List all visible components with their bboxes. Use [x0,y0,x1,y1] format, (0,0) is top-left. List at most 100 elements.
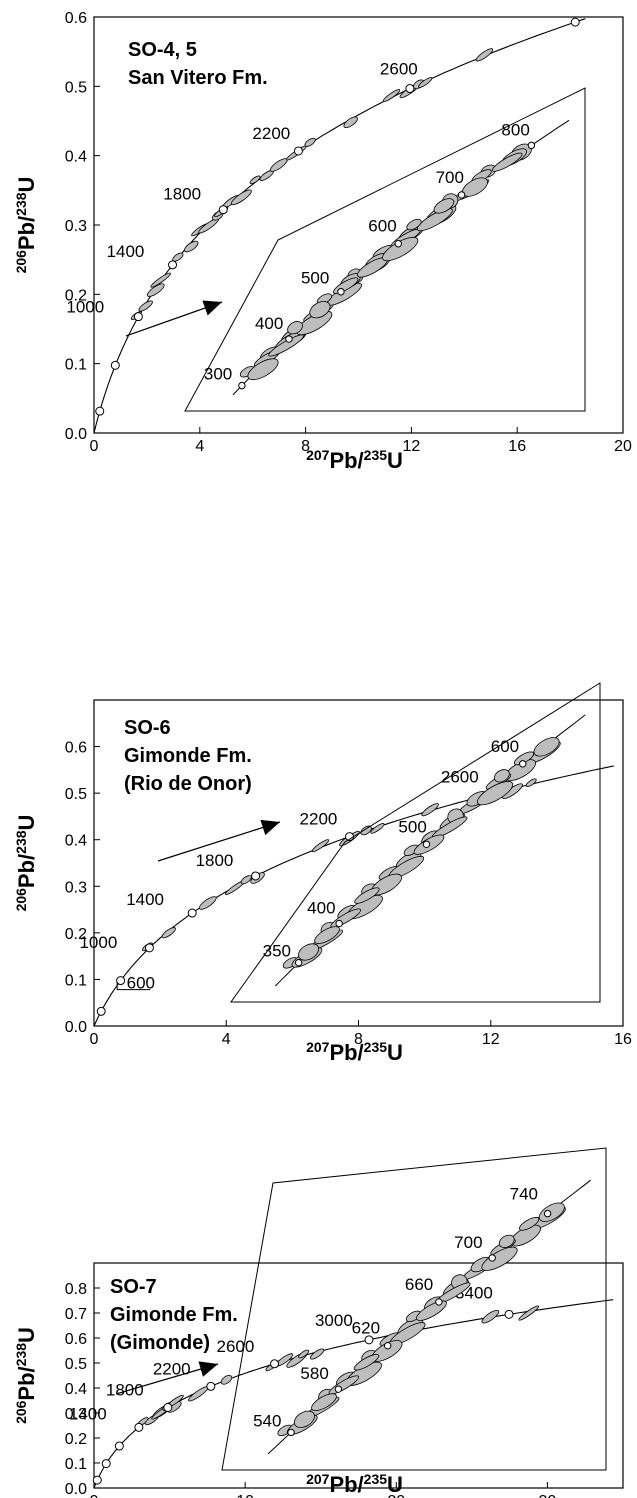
age-marker [134,1422,144,1432]
age-marker [364,1335,374,1345]
x-tick-label: 8 [301,438,310,455]
inset-age-label: 300 [204,365,232,384]
y-tick-label: 0.1 [65,972,87,989]
inset-age-marker [394,240,402,248]
age-label: 1400 [69,1404,107,1423]
data-ellipse [150,272,172,288]
inset-age-label: 800 [501,120,529,139]
age-label: 1800 [163,185,201,204]
inset-data-ellipse [494,769,510,783]
y-tick-label: 0.1 [65,357,87,374]
panel-title: Gimonde Fm. [124,745,252,767]
inset-data-ellipse [433,198,455,214]
data-ellipse [249,175,261,185]
data-ellipse [230,189,252,206]
y-tick-label: 0.3 [65,879,87,896]
age-marker [92,1475,102,1485]
zoom-arrow-head [202,300,222,316]
plot-frame [93,1262,624,1489]
age-marker [270,1359,280,1369]
inset-age-marker [238,381,246,390]
panel-title: Gimonde Fm. [110,1304,238,1326]
y-tick-label: 0.1 [65,1456,87,1473]
panel-title: San Vitero Fm. [128,67,268,89]
age-label: 1000 [66,298,104,317]
age-marker [96,1006,106,1016]
y-tick-label: 0.4 [65,149,87,166]
inset-age-label: 600 [491,737,519,756]
inset-age-label: 400 [255,314,283,333]
y-tick-label: 0.0 [65,1481,87,1498]
y-axis-label: 206Pb/238U [13,815,39,912]
data-ellipse [309,1348,325,1360]
data-ellipse [161,927,176,939]
inset-age-marker [337,288,345,296]
data-ellipse [220,1374,233,1385]
y-tick-label: 0.2 [65,926,87,943]
x-tick-label: 8 [354,1031,363,1048]
data-ellipse [198,896,217,910]
inset-frame [184,87,586,412]
age-marker [144,943,154,953]
age-label: 1400 [107,242,145,261]
inset-data-ellipse [293,1410,315,1428]
data-ellipse [382,89,401,102]
x-tick-label: 16 [614,1031,632,1048]
age-label: 600 [127,974,155,993]
x-tick-label: 0 [90,438,99,455]
age-label: 2600 [441,768,479,787]
age-marker [95,406,105,416]
inset-data-ellipse [406,218,422,231]
inset-age-marker [457,191,466,199]
inset-data-ellipse [513,751,535,766]
x-tick-label: 12 [482,1031,500,1048]
age-label: 3000 [315,1311,353,1330]
age-marker [133,312,143,322]
data-ellipse [360,825,372,836]
data-ellipse [475,48,494,62]
inset-age-marker [527,141,536,150]
y-tick-label: 0.5 [65,1356,87,1373]
inset-age-label: 400 [307,899,335,918]
y-tick-label: 0.4 [65,833,87,850]
concordia-curve [93,765,614,1027]
inset-data-ellipse [533,737,560,757]
panel-title: (Rio de Onor) [124,773,252,795]
inset-age-label: 500 [301,269,329,288]
data-ellipse [370,823,385,834]
inset-frame [221,1147,607,1471]
inset-data-ellipse [519,1216,540,1231]
age-label: 2200 [252,124,290,143]
age-marker [504,1309,514,1319]
age-marker [110,360,120,370]
x-tick-label: 0 [90,1493,99,1498]
x-tick-label: 30 [539,1493,557,1498]
zoom-arrow-line [157,821,281,862]
y-tick-label: 0.5 [65,79,87,96]
y-axis-label: 206Pb/238U [13,1327,39,1424]
age-marker [251,871,261,881]
chart-panel-1: 0 4 8 12 16 20 0.0 0.1 0.2 0.3 0.4 0.5 0.6 207Pb/235U… [13,10,632,473]
age-marker [116,976,126,986]
y-tick-label: 0.5 [65,786,87,803]
y-tick-label: 0.2 [65,287,87,304]
inset-frame [230,682,601,1003]
inset-age-marker [383,1341,392,1350]
x-axis-label: 207Pb/235U [306,447,403,473]
inset-age-label: 740 [510,1185,538,1204]
inset-age-marker [488,1254,496,1262]
inset-data-ellipse [309,301,331,319]
age-marker [218,205,228,215]
data-ellipse [138,300,153,312]
age-marker [114,1441,124,1451]
panel-title: (Gimonde) [110,1332,210,1354]
y-tick-label: 0.8 [65,1281,87,1298]
age-marker [293,146,303,156]
age-marker [168,260,178,270]
age-label: 1800 [106,1380,144,1399]
data-ellipse [311,839,330,853]
inset-data-ellipse [287,321,303,335]
age-marker [206,1381,216,1391]
data-ellipse [298,1349,310,1359]
x-tick-label: 0 [90,1031,99,1048]
